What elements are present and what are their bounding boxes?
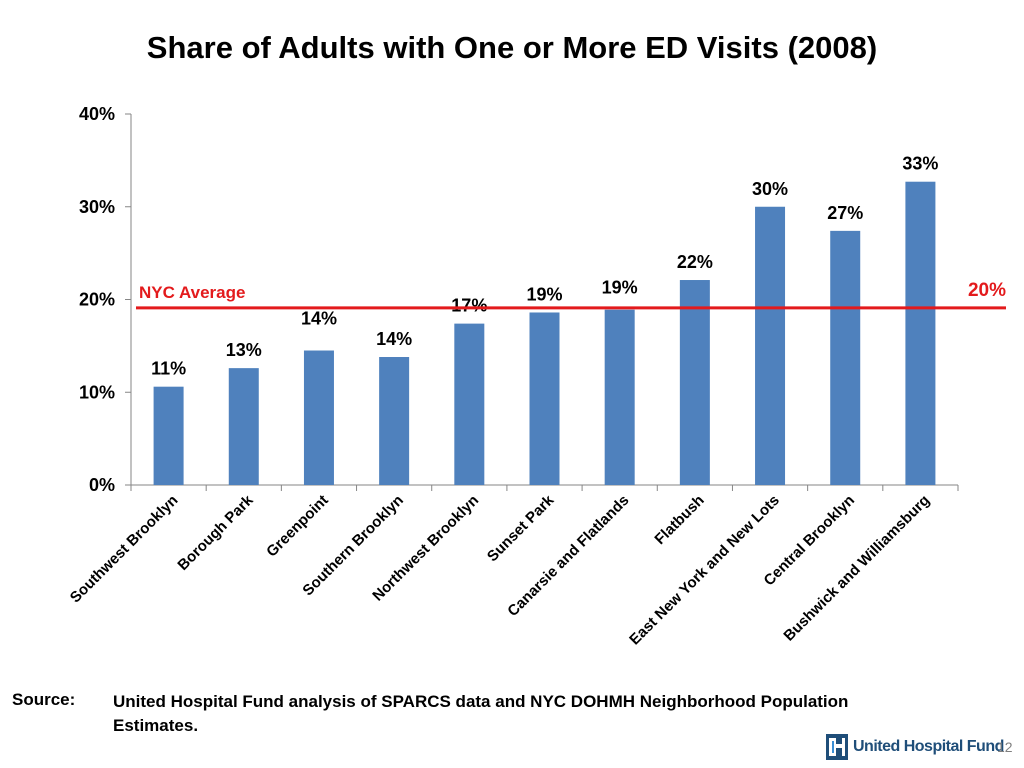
- data-label: 30%: [752, 179, 788, 199]
- source-label: Source:: [12, 690, 76, 709]
- page-number: 12: [997, 739, 1013, 755]
- bar: [303, 350, 334, 485]
- x-category-label: Greenpoint: [263, 492, 332, 561]
- source-text: United Hospital Fund analysis of SPARCS …: [113, 692, 849, 735]
- bar-chart: 0% 10% 20% 30% 40% 11% Southwest Brooklyn 13% Bo…: [67, 104, 1006, 649]
- bar: [454, 323, 485, 485]
- y-tick-label: 30%: [79, 197, 115, 217]
- x-category-label: Bushwick and Williamsburg: [780, 492, 933, 645]
- y-tick-label: 40%: [79, 104, 115, 124]
- data-label: 14%: [376, 329, 412, 349]
- bar: [604, 309, 635, 485]
- chart-title: Share of Adults with One or More ED Visi…: [146, 30, 878, 65]
- nyc-average-value: 20%: [968, 280, 1006, 301]
- data-label: 19%: [526, 284, 562, 304]
- data-label: 27%: [827, 203, 863, 223]
- bar: [379, 357, 410, 485]
- y-tick-label: 10%: [79, 382, 115, 402]
- data-label: 14%: [301, 309, 337, 329]
- bar: [529, 312, 560, 485]
- data-label: 17%: [451, 296, 487, 316]
- data-label: 19%: [602, 278, 638, 298]
- bar: [830, 230, 861, 485]
- x-category-label: Canarsie and Flatlands: [504, 492, 632, 620]
- bar: [905, 181, 936, 485]
- x-category-label: Sunset Park: [484, 491, 558, 565]
- bar: [679, 280, 710, 485]
- bar: [153, 386, 184, 485]
- data-label: 13%: [226, 340, 262, 360]
- y-tick-label: 20%: [79, 290, 115, 310]
- data-label: 11%: [151, 359, 186, 379]
- bar: [755, 206, 786, 485]
- data-label: 22%: [677, 252, 713, 272]
- data-label: 33%: [902, 154, 938, 174]
- logo: United Hospital Fund: [826, 734, 1004, 760]
- x-category-label: Flatbush: [651, 492, 707, 548]
- x-category-label: Borough Park: [174, 491, 257, 574]
- x-category-label: East New York and New Lots: [626, 492, 783, 649]
- bar: [228, 368, 259, 485]
- nyc-average-label: NYC Average: [139, 283, 245, 302]
- united-hospital-fund-logo-icon: [826, 734, 848, 760]
- x-category-label: Southwest Brooklyn: [67, 492, 182, 607]
- y-tick-label: 0%: [89, 475, 115, 495]
- logo-text: United Hospital Fund: [853, 738, 1004, 755]
